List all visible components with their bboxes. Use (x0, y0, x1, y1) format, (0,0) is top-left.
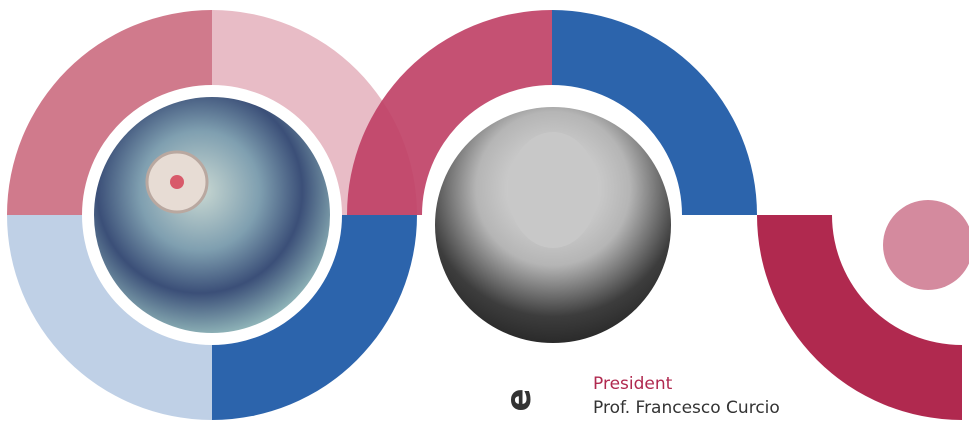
caption-name: Prof. Francesco Curcio (593, 398, 780, 418)
ring-segment (552, 10, 757, 215)
ring-segment (347, 10, 552, 215)
caption-fragment: e (499, 388, 539, 411)
ring-segment (212, 215, 417, 420)
cell-nucleus (170, 175, 184, 189)
ring-segment (7, 215, 212, 420)
microscope-photo (86, 89, 338, 341)
caption-role: President (593, 374, 673, 394)
portrait-face (508, 132, 598, 248)
ring-segment (7, 10, 212, 215)
dot (883, 200, 969, 290)
ring-segment (757, 215, 962, 420)
